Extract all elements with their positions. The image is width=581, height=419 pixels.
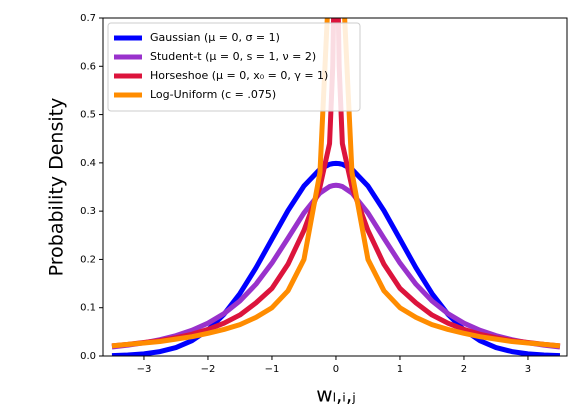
legend-label: Log-Uniform (c = .075): [150, 88, 276, 101]
y-tick-label: 0.4: [80, 158, 96, 169]
x-tick-label: −3: [137, 364, 152, 375]
series-line: [111, 18, 561, 349]
y-axis-label: Probability Density: [46, 98, 68, 277]
x-axis-label: wₗ,ᵢ,ⱼ: [316, 383, 355, 407]
series-line: [111, 182, 561, 350]
y-tick-label: 0.5: [80, 110, 96, 121]
x-tick-label: 2: [461, 364, 467, 375]
legend-label: Student-t (μ = 0, s = 1, ν = 2): [150, 50, 316, 63]
y-tick-label: 0.0: [80, 351, 96, 362]
y-tick-label: 0.6: [80, 61, 96, 72]
y-tick-label: 0.7: [80, 13, 96, 24]
series-line: [111, 160, 561, 356]
legend-label: Gaussian (μ = 0, σ = 1): [150, 31, 280, 44]
y-tick-label: 0.3: [80, 206, 96, 217]
x-tick-label: 3: [525, 364, 531, 375]
y-tick-label: 0.1: [80, 303, 96, 314]
x-tick-label: 0: [333, 364, 339, 375]
legend-label: Horseshoe (μ = 0, x₀ = 0, γ = 1): [150, 69, 328, 82]
axes-frame: [102, 17, 568, 357]
x-tick-label: 1: [397, 364, 403, 375]
series-line: [111, 18, 561, 349]
x-tick-label: −1: [265, 364, 280, 375]
legend-box: [107, 22, 361, 112]
plot-area: [111, 18, 561, 356]
y-tick-label: 0.2: [80, 254, 96, 265]
x-tick-label: −2: [201, 364, 216, 375]
